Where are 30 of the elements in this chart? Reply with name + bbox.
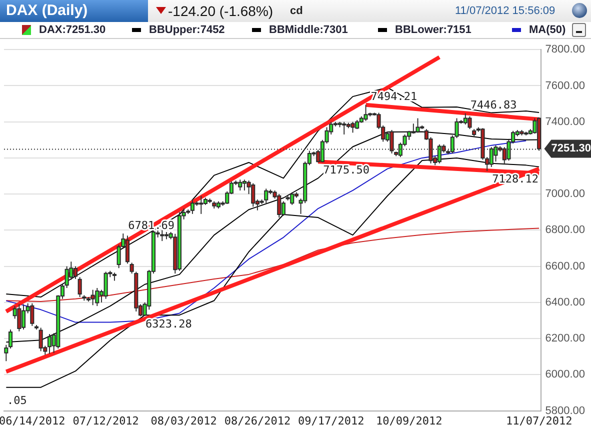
y-tick-label: 5800.00 bbox=[545, 404, 586, 417]
y-tick-label: 7000.00 bbox=[545, 188, 586, 200]
x-tick-label: 08/26/2012 bbox=[224, 414, 291, 428]
x-tick-label: 06/14/2012 bbox=[0, 414, 66, 428]
x-tick-label: 11/07/2012 bbox=[506, 414, 572, 428]
legend-label: MA(50) bbox=[529, 24, 566, 36]
x-tick-label: 10/09/2012 bbox=[376, 414, 442, 428]
y-tick-label: 7400.00 bbox=[545, 116, 586, 128]
annotation: 7446.83 bbox=[470, 98, 517, 112]
legend-label: BBMiddle:7301 bbox=[269, 24, 348, 36]
text: 11/07/2012 15:56:09 bbox=[455, 5, 556, 17]
y-tick-label: 6400.00 bbox=[545, 296, 586, 308]
x-tick-label: 09/17/2012 bbox=[298, 414, 364, 428]
chart-title: DAX (Daily) bbox=[0, 0, 148, 22]
y-tick-label: 6600.00 bbox=[545, 260, 586, 272]
y-tick-label: 7600.00 bbox=[545, 80, 586, 92]
ref-line-label: 7251.30 bbox=[551, 142, 591, 155]
chart-subtitle: -124.20 (-1.68%) bbox=[168, 3, 274, 19]
text: cd bbox=[290, 5, 303, 17]
legend-label: BBLower:7151 bbox=[395, 24, 472, 36]
y-tick-label: 6800.00 bbox=[545, 224, 586, 236]
y-tick-label: 6000.00 bbox=[545, 368, 586, 381]
legend-label: DAX:7251.30 bbox=[39, 24, 106, 36]
y-tick-label: 7800.00 bbox=[545, 44, 586, 56]
x-tick-label: 08/03/2012 bbox=[150, 414, 217, 428]
annotation: 6323.28 bbox=[145, 318, 192, 331]
annotation: .05 bbox=[7, 394, 27, 408]
y-tick-label: 6200.00 bbox=[545, 332, 586, 345]
legend-label: BBUpper:7452 bbox=[149, 24, 225, 36]
x-tick-label: 07/12/2012 bbox=[72, 414, 139, 428]
